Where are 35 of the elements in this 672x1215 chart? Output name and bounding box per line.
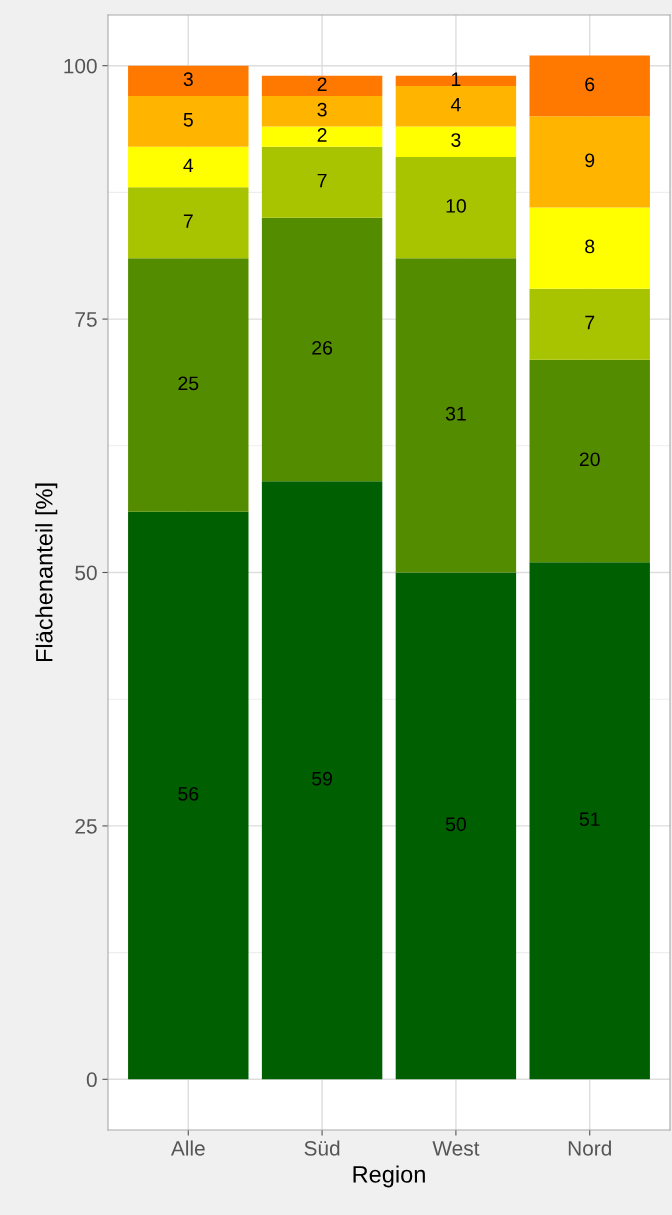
x-tick-label: Alle — [170, 1140, 205, 1156]
y-tick-label: 0 — [86, 1072, 97, 1088]
data-label: 25 — [178, 376, 199, 391]
y-tick-label: 25 — [75, 818, 97, 834]
y-tick-label: 75 — [75, 312, 97, 327]
x-tick-label: West — [432, 1141, 480, 1156]
y-axis-title: Flächenanteil [%] — [35, 483, 58, 662]
data-label: 2 — [317, 77, 327, 91]
data-label: 51 — [579, 812, 600, 827]
data-label: 8 — [585, 239, 595, 254]
data-label: 56 — [178, 786, 199, 801]
data-label: 50 — [445, 817, 466, 832]
data-label: 3 — [183, 72, 193, 87]
data-label: 3 — [317, 102, 327, 117]
data-label: 59 — [312, 771, 332, 786]
data-label: 1 — [451, 72, 461, 86]
x-axis-title: Region — [353, 1165, 425, 1188]
data-label: 20 — [579, 452, 600, 467]
data-label: 9 — [585, 153, 595, 168]
data-label: 7 — [317, 173, 327, 188]
data-label: 6 — [585, 77, 595, 92]
x-tick-label: Süd — [304, 1140, 340, 1156]
data-label: 2 — [317, 128, 327, 142]
data-label: 7 — [585, 315, 595, 330]
data-label: 4 — [450, 97, 461, 112]
data-label: 5 — [183, 113, 193, 127]
x-tick-label: Nord — [568, 1140, 611, 1156]
data-label: 31 — [445, 406, 466, 421]
y-tick-label: 100 — [64, 58, 97, 74]
y-tick-label: 50 — [75, 565, 97, 581]
data-label: 7 — [183, 214, 193, 228]
data-label: 26 — [312, 340, 333, 355]
data-label: 4 — [183, 158, 194, 173]
data-label: 3 — [451, 133, 461, 147]
data-label: 10 — [446, 199, 466, 213]
